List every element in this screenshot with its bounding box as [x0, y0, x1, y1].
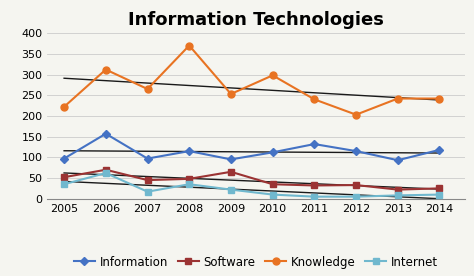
Legend: Information, Software, Knowledge, Internet: Information, Software, Knowledge, Intern…: [69, 251, 443, 274]
Software: [228, 170, 234, 174]
Internet: [395, 194, 401, 197]
Line: Software: Software: [61, 167, 442, 192]
Internet: [145, 190, 150, 193]
Line: Knowledge: Knowledge: [61, 42, 443, 118]
Software: [353, 183, 359, 187]
Software: [395, 188, 401, 191]
Information: [437, 148, 442, 152]
Information: [270, 151, 275, 154]
Information: [311, 142, 317, 146]
Knowledge: [61, 105, 67, 108]
Information: [228, 158, 234, 161]
Software: [145, 179, 150, 182]
Knowledge: [145, 87, 150, 91]
Internet: [186, 183, 192, 186]
Software: [61, 176, 67, 179]
Line: Internet: Internet: [61, 170, 442, 200]
Knowledge: [103, 68, 109, 71]
Knowledge: [270, 74, 275, 77]
Knowledge: [395, 97, 401, 100]
Internet: [61, 183, 67, 186]
Knowledge: [186, 44, 192, 47]
Knowledge: [228, 92, 234, 96]
Information: [395, 158, 401, 162]
Internet: [311, 195, 317, 198]
Internet: [228, 188, 234, 191]
Internet: [437, 193, 442, 196]
Internet: [103, 171, 109, 175]
Information: [186, 150, 192, 153]
Internet: [353, 195, 359, 198]
Title: Information Technologies: Information Technologies: [128, 11, 384, 29]
Software: [103, 168, 109, 171]
Information: [103, 132, 109, 136]
Information: [61, 157, 67, 160]
Software: [186, 177, 192, 181]
Software: [437, 187, 442, 190]
Knowledge: [353, 113, 359, 116]
Software: [311, 184, 317, 187]
Line: Information: Information: [61, 131, 442, 163]
Knowledge: [437, 97, 442, 100]
Internet: [270, 193, 275, 196]
Knowledge: [311, 98, 317, 101]
Information: [145, 157, 150, 160]
Information: [353, 150, 359, 153]
Software: [270, 183, 275, 186]
